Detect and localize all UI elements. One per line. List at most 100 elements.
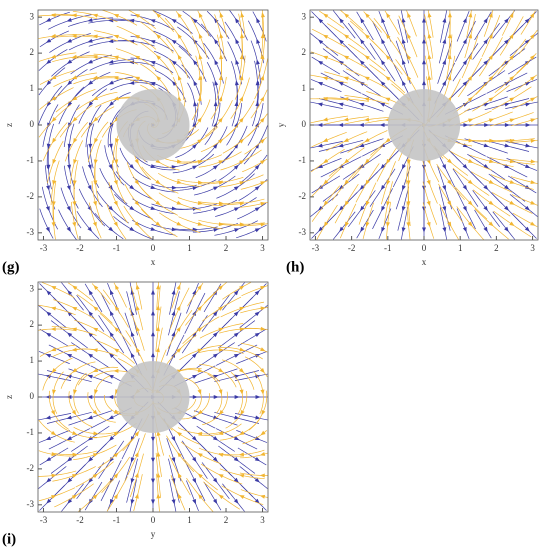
- arrowhead: [92, 409, 98, 415]
- arrowhead: [530, 12, 535, 18]
- arrowhead: [483, 226, 488, 233]
- arrowhead: [468, 118, 474, 123]
- arrowhead: [233, 332, 240, 338]
- arrowhead: [129, 226, 135, 232]
- arrowhead: [259, 368, 265, 374]
- arrowhead: [218, 494, 224, 500]
- arrowhead: [45, 206, 50, 212]
- arrowhead: [156, 34, 162, 39]
- arrowhead: [256, 17, 261, 24]
- streamline: [311, 51, 347, 66]
- arrowhead: [156, 284, 161, 290]
- arrowhead: [176, 284, 181, 290]
- arrowhead: [364, 117, 370, 122]
- arrowhead: [88, 498, 94, 505]
- arrowhead: [108, 374, 114, 379]
- arrowhead: [71, 13, 77, 18]
- streamline: [456, 10, 470, 42]
- arrowhead: [483, 38, 488, 45]
- arrowhead: [66, 332, 73, 338]
- arrowhead: [87, 353, 94, 358]
- arrowhead: [135, 284, 140, 290]
- arrowhead: [360, 38, 365, 45]
- arrowhead: [386, 158, 391, 165]
- streamline: [38, 34, 77, 39]
- x-tick-label: 3: [530, 243, 535, 253]
- arrowhead: [380, 184, 386, 191]
- streamline: [38, 305, 67, 328]
- arrowhead: [338, 39, 344, 45]
- arrowhead: [233, 477, 239, 483]
- streamline: [310, 101, 343, 109]
- arrowhead: [385, 76, 391, 81]
- arrowhead: [87, 59, 93, 64]
- arrowhead: [72, 474, 78, 478]
- arrowhead: [462, 205, 467, 212]
- arrowhead: [192, 165, 198, 170]
- arrowhead: [52, 137, 57, 144]
- arrowhead: [254, 228, 261, 233]
- y-tick-label: 1: [302, 83, 307, 93]
- arrowhead: [364, 55, 370, 60]
- arrowhead: [212, 436, 219, 441]
- arrowhead: [406, 201, 411, 207]
- streamline: [422, 202, 435, 239]
- arrowhead: [134, 451, 139, 458]
- arrowhead: [51, 495, 57, 499]
- streamline: [362, 202, 374, 239]
- streamline: [38, 466, 67, 489]
- x-axis-label: x: [422, 257, 427, 267]
- streamline: [71, 201, 79, 240]
- arrowhead: [260, 306, 266, 311]
- arrowhead: [198, 33, 203, 39]
- arrowhead: [45, 17, 52, 22]
- arrowhead: [462, 102, 469, 107]
- arrowhead: [467, 221, 473, 227]
- x-tick-label: 0: [151, 515, 156, 525]
- y-tick-label: 3: [30, 11, 35, 21]
- arrowhead: [467, 75, 473, 81]
- arrowhead: [212, 143, 218, 149]
- arrowhead: [214, 80, 219, 86]
- arrowhead: [88, 332, 94, 338]
- arrowhead: [530, 138, 536, 143]
- streamline: [39, 11, 70, 26]
- arrowhead: [212, 498, 218, 505]
- arrowhead: [213, 415, 219, 420]
- streamline: [38, 487, 76, 502]
- arrowhead: [504, 184, 510, 190]
- arrowhead: [426, 221, 431, 228]
- arrowhead: [130, 331, 135, 337]
- arrowhead: [427, 33, 432, 39]
- arrowhead: [530, 180, 536, 184]
- arrowhead: [509, 75, 515, 81]
- streamline: [48, 390, 69, 430]
- arrowhead: [109, 122, 114, 128]
- arrowhead: [88, 143, 93, 149]
- arrowhead: [488, 200, 494, 206]
- streamline: [439, 207, 448, 240]
- streamline: [38, 470, 77, 477]
- arrowhead: [171, 185, 177, 190]
- arrowhead: [447, 158, 453, 164]
- arrowhead: [50, 430, 57, 436]
- arrowhead: [233, 436, 240, 441]
- streamline: [505, 101, 538, 109]
- arrowhead: [192, 18, 198, 24]
- arrowhead: [156, 75, 162, 81]
- y-tick-label: 0: [30, 119, 35, 129]
- arrowhead: [467, 158, 474, 163]
- arrowhead: [45, 226, 50, 233]
- y-tick-label: 1: [30, 355, 35, 365]
- arrowhead: [213, 101, 218, 107]
- arrowhead: [233, 186, 240, 191]
- arrowhead: [171, 457, 176, 463]
- arrowhead: [73, 137, 78, 144]
- arrowhead: [235, 38, 240, 45]
- arrowhead: [67, 143, 72, 149]
- arrowhead: [339, 226, 344, 232]
- arrowhead: [218, 306, 224, 311]
- arrowhead: [87, 18, 93, 23]
- arrowhead: [462, 163, 468, 169]
- arrowhead: [72, 96, 78, 101]
